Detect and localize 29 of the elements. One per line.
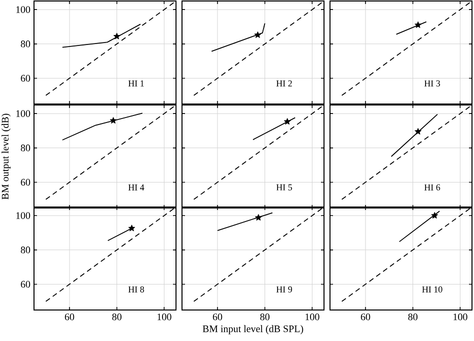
y-axis-title: BM output level (dB) — [2, 114, 11, 200]
annotation: HI 4 — [128, 184, 144, 190]
y-tick-label: 100 — [16, 110, 30, 117]
annotation: HI 10 — [422, 286, 442, 292]
x-tick-label: 60 — [360, 314, 370, 320]
annotation: HI 9 — [276, 286, 292, 292]
x-tick-label: 80 — [260, 314, 270, 320]
annotation: HI 8 — [128, 286, 144, 292]
y-tick-label: 80 — [20, 246, 30, 254]
x-tick-label: 60 — [212, 314, 222, 320]
y-tick-label: 100 — [16, 212, 30, 219]
annotation: HI 6 — [424, 184, 440, 190]
annotation: HI 3 — [424, 80, 440, 86]
annotation: HI 1 — [128, 80, 144, 86]
x-tick-label: 80 — [112, 314, 122, 320]
y-tick-label: 80 — [20, 144, 30, 152]
y-tick-label: 100 — [16, 6, 30, 13]
y-tick-label: 60 — [20, 280, 30, 288]
x-tick-label: 60 — [64, 314, 74, 320]
annotation: HI 2 — [276, 80, 292, 86]
x-tick-label: 100 — [158, 314, 172, 320]
x-axis-title: BM input level (dB SPL) — [202, 325, 304, 334]
y-tick-label: 60 — [20, 74, 30, 82]
x-tick-label: 100 — [454, 314, 468, 320]
x-tick-label: 80 — [408, 314, 418, 320]
annotation: HI 5 — [276, 184, 292, 190]
x-tick-label: 100 — [306, 314, 320, 320]
y-tick-label: 60 — [20, 178, 30, 186]
y-tick-label: 80 — [20, 40, 30, 48]
